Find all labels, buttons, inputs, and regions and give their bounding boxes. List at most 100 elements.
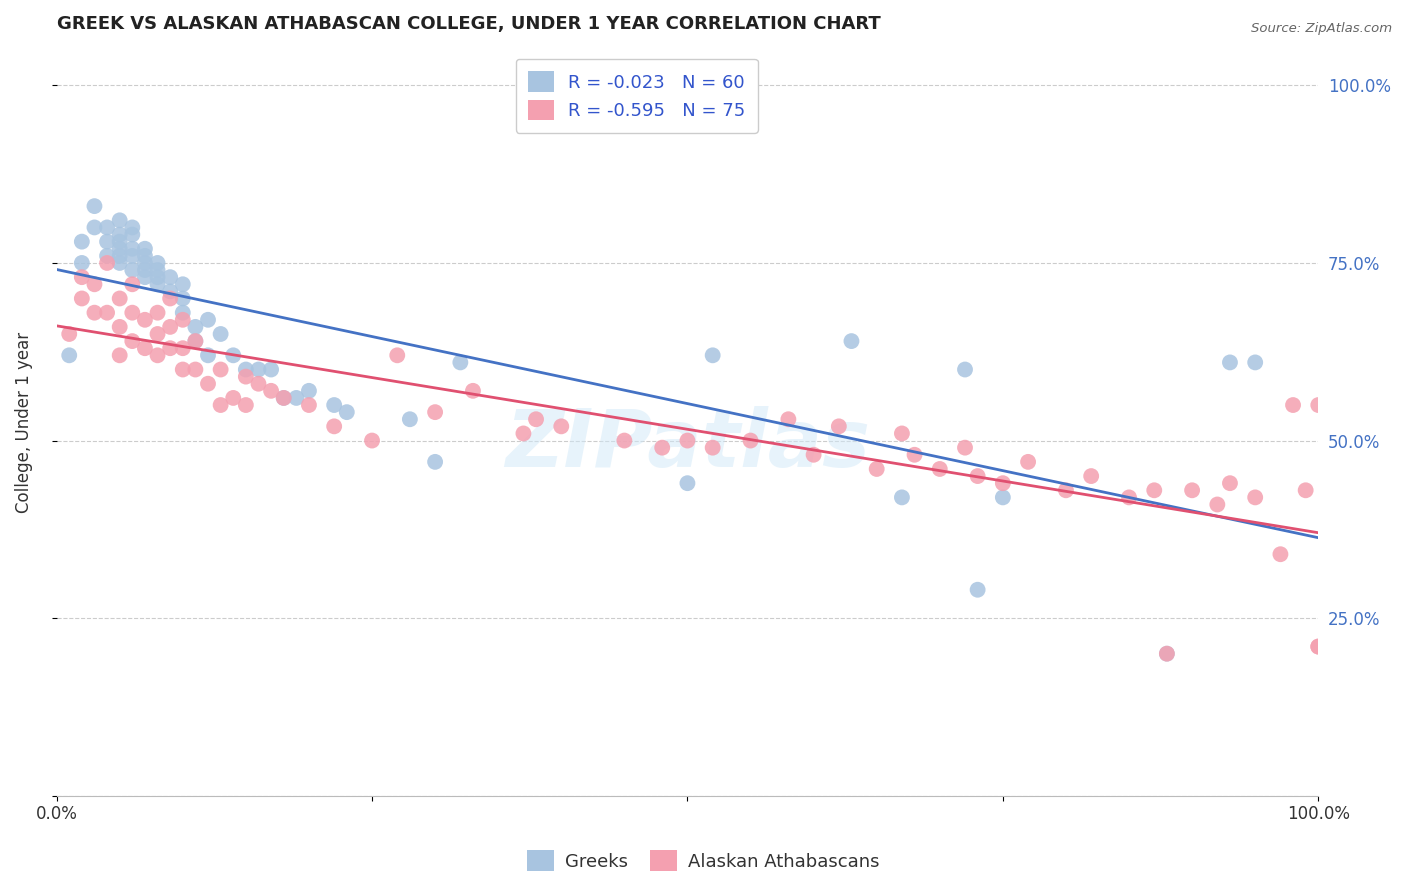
- Point: [1244, 355, 1267, 369]
- Point: [1270, 547, 1292, 561]
- Point: [1244, 491, 1267, 505]
- Point: [991, 476, 1014, 491]
- Point: [512, 426, 534, 441]
- Point: [197, 348, 219, 362]
- Point: [121, 227, 143, 242]
- Point: [134, 249, 156, 263]
- Point: [903, 448, 925, 462]
- Point: [890, 491, 912, 505]
- Point: [172, 277, 194, 292]
- Point: [58, 348, 80, 362]
- Point: [83, 220, 105, 235]
- Point: [1054, 483, 1077, 498]
- Point: [121, 220, 143, 235]
- Point: [235, 398, 257, 412]
- Point: [172, 306, 194, 320]
- Point: [1308, 640, 1330, 654]
- Point: [209, 326, 232, 341]
- Point: [1308, 398, 1330, 412]
- Point: [108, 242, 131, 256]
- Point: [209, 398, 232, 412]
- Point: [1080, 469, 1102, 483]
- Point: [423, 455, 446, 469]
- Point: [146, 277, 169, 292]
- Point: [399, 412, 422, 426]
- Point: [1308, 640, 1330, 654]
- Point: [83, 306, 105, 320]
- Point: [966, 469, 988, 483]
- Point: [184, 334, 207, 348]
- Point: [890, 426, 912, 441]
- Point: [108, 235, 131, 249]
- Point: [70, 235, 93, 249]
- Point: [197, 376, 219, 391]
- Point: [108, 292, 131, 306]
- Point: [323, 419, 346, 434]
- Point: [172, 292, 194, 306]
- Point: [83, 277, 105, 292]
- Point: [676, 476, 699, 491]
- Point: [70, 270, 93, 285]
- Point: [285, 391, 308, 405]
- Point: [928, 462, 950, 476]
- Point: [121, 263, 143, 277]
- Point: [197, 313, 219, 327]
- Point: [184, 319, 207, 334]
- Point: [423, 405, 446, 419]
- Point: [235, 362, 257, 376]
- Point: [108, 348, 131, 362]
- Point: [1156, 647, 1178, 661]
- Point: [184, 362, 207, 376]
- Point: [108, 319, 131, 334]
- Point: [247, 362, 270, 376]
- Point: [323, 398, 346, 412]
- Point: [524, 412, 547, 426]
- Point: [96, 235, 118, 249]
- Y-axis label: College, Under 1 year: College, Under 1 year: [15, 332, 32, 514]
- Point: [108, 249, 131, 263]
- Point: [676, 434, 699, 448]
- Point: [953, 441, 976, 455]
- Point: [159, 285, 181, 299]
- Point: [550, 419, 572, 434]
- Point: [121, 306, 143, 320]
- Point: [172, 362, 194, 376]
- Point: [146, 263, 169, 277]
- Point: [96, 249, 118, 263]
- Point: [651, 441, 673, 455]
- Point: [1156, 647, 1178, 661]
- Point: [146, 326, 169, 341]
- Point: [121, 277, 143, 292]
- Point: [1017, 455, 1039, 469]
- Point: [172, 341, 194, 355]
- Point: [1219, 355, 1241, 369]
- Point: [146, 270, 169, 285]
- Point: [273, 391, 295, 405]
- Point: [146, 306, 169, 320]
- Point: [146, 348, 169, 362]
- Point: [1219, 476, 1241, 491]
- Text: Source: ZipAtlas.com: Source: ZipAtlas.com: [1251, 22, 1392, 36]
- Point: [134, 341, 156, 355]
- Legend: Greeks, Alaskan Athabascans: Greeks, Alaskan Athabascans: [520, 843, 886, 879]
- Point: [298, 398, 321, 412]
- Legend: R = -0.023   N = 60, R = -0.595   N = 75: R = -0.023 N = 60, R = -0.595 N = 75: [516, 59, 758, 133]
- Point: [260, 384, 283, 398]
- Point: [1118, 491, 1140, 505]
- Point: [146, 256, 169, 270]
- Point: [740, 434, 762, 448]
- Point: [613, 434, 636, 448]
- Point: [991, 491, 1014, 505]
- Point: [134, 242, 156, 256]
- Point: [702, 348, 724, 362]
- Point: [58, 326, 80, 341]
- Point: [1181, 483, 1204, 498]
- Point: [235, 369, 257, 384]
- Point: [134, 270, 156, 285]
- Point: [172, 313, 194, 327]
- Point: [461, 384, 484, 398]
- Point: [841, 334, 863, 348]
- Point: [387, 348, 409, 362]
- Point: [96, 256, 118, 270]
- Point: [953, 362, 976, 376]
